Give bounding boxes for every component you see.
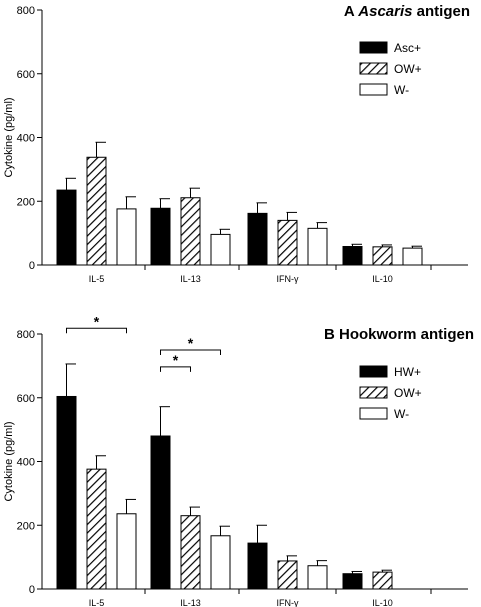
title-part: antigen <box>412 3 470 20</box>
title-part: B Hookworm antigen <box>324 326 474 343</box>
bar <box>342 246 363 266</box>
bar <box>180 515 201 590</box>
legend-label: W- <box>394 83 409 97</box>
legend-label: Asc+ <box>394 41 421 55</box>
bar <box>210 535 231 590</box>
x-category-label: IL-13 <box>180 598 201 607</box>
x-category-label: IL-10 <box>372 274 393 284</box>
panel-title: A Ascaris antigen <box>344 3 470 20</box>
bar <box>116 513 137 590</box>
bar <box>150 435 171 590</box>
significance-bracket <box>66 327 127 334</box>
legend-swatch <box>359 365 388 378</box>
panel-title: B Hookworm antigen <box>324 326 474 343</box>
significance-star: * <box>173 352 179 368</box>
bar <box>86 156 107 266</box>
y-tick-label: 200 <box>17 196 35 208</box>
panel-a-chart: 0 200 400 600 800 Cytokine (pg/ml) IL-5 IL-13 IF… <box>3 3 470 284</box>
x-category-label: IL-10 <box>372 598 393 607</box>
bar <box>86 468 107 590</box>
x-category-label: IFN-γ <box>277 598 299 607</box>
legend-label: HW+ <box>394 365 421 379</box>
y-axis-title: Cytokine (pg/ml) <box>3 421 15 501</box>
significance-star: * <box>94 313 100 329</box>
y-tick-label: 400 <box>17 457 35 469</box>
bar <box>56 189 77 266</box>
y-tick-label: 800 <box>17 5 35 17</box>
x-category-label: IL-5 <box>89 598 105 607</box>
bar <box>116 208 137 266</box>
legend-label: OW+ <box>394 386 422 400</box>
y-tick-label: 200 <box>17 520 35 532</box>
legend-swatch <box>359 41 388 54</box>
panel-b-chart: 0 200 400 600 800 Cytokine (pg/ml) IL-5 IL-13 IF… <box>3 313 474 607</box>
legend-label: W- <box>394 407 409 421</box>
bar <box>56 395 77 590</box>
significance-bracket <box>160 349 221 355</box>
legend-label: OW+ <box>394 62 422 76</box>
y-tick-label: 600 <box>17 393 35 405</box>
bar <box>277 560 298 590</box>
x-category-label: IL-5 <box>89 274 105 284</box>
bar <box>247 212 268 266</box>
bar <box>150 207 171 266</box>
bar <box>402 247 423 266</box>
y-axis-title: Cytokine (pg/ml) <box>3 97 15 177</box>
bar <box>307 227 328 266</box>
y-tick-label: 600 <box>17 69 35 81</box>
bar <box>372 571 393 590</box>
x-category-label: IL-13 <box>180 274 201 284</box>
bar <box>372 246 393 266</box>
significance-star: * <box>188 335 194 351</box>
y-tick-label: 0 <box>29 584 35 596</box>
bar <box>210 233 231 266</box>
title-part: A <box>344 3 358 20</box>
bar <box>342 573 363 590</box>
bar <box>180 197 201 266</box>
y-tick-label: 0 <box>29 260 35 272</box>
significance-bracket <box>160 366 191 372</box>
title-part-italic: Ascaris <box>357 3 412 20</box>
legend-swatch <box>359 386 388 399</box>
legend-swatch <box>359 62 388 75</box>
bar <box>247 542 268 590</box>
y-tick-label: 800 <box>17 329 35 341</box>
x-category-label: IFN-γ <box>277 274 299 284</box>
legend-swatch <box>359 83 388 96</box>
bar <box>307 565 328 590</box>
bar <box>277 219 298 266</box>
y-tick-label: 400 <box>17 133 35 145</box>
legend-swatch <box>359 407 388 420</box>
